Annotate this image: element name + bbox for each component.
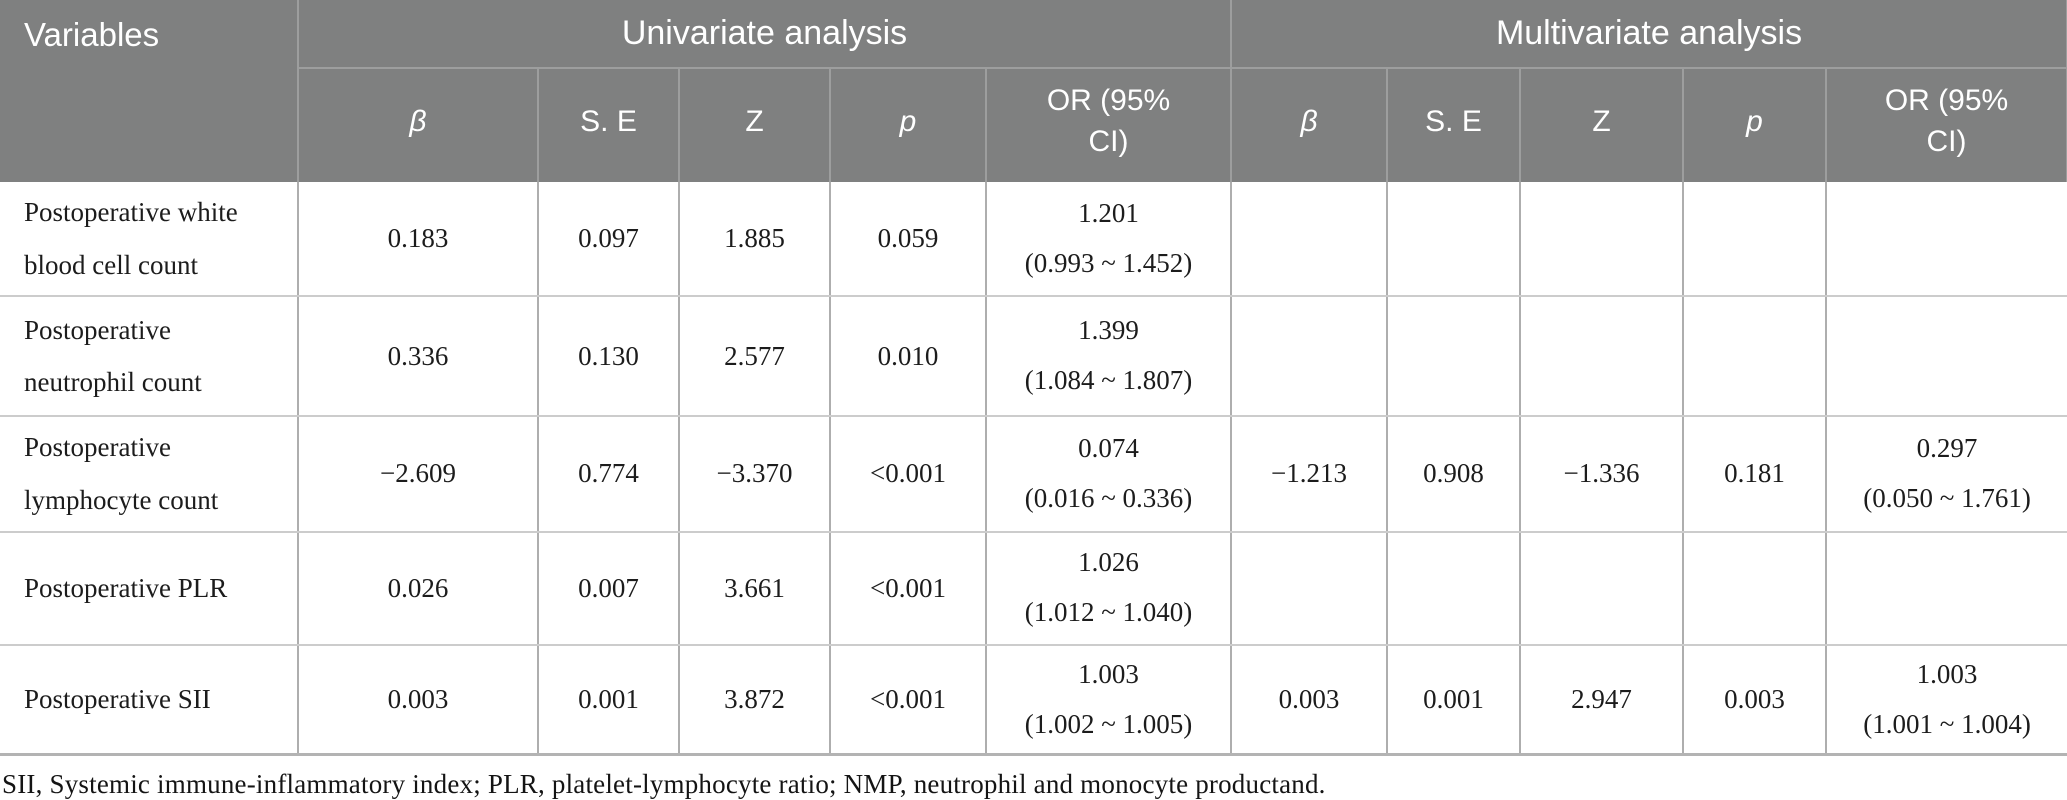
or-value: 1.201: [1078, 197, 1139, 228]
variable-name-cell: Postoperative neutrophil count: [0, 295, 299, 418]
multi-se-cell: 0.001: [1386, 643, 1522, 757]
multi-or-cell: 1.003 (1.001 ~ 1.004): [1825, 643, 2067, 757]
table-row: Postoperative lymphocyte count −2.609 0.…: [0, 415, 2067, 533]
table-row: Postoperative neutrophil count 0.336 0.1…: [0, 295, 2067, 418]
uni-z-cell: 3.872: [678, 643, 831, 757]
or-value: 0.074: [1078, 432, 1139, 463]
col-header-se-uni: S. E: [537, 68, 680, 182]
or-ci: (1.002 ~ 1.005): [1024, 708, 1193, 739]
col-header-p-uni: p: [829, 68, 987, 182]
multi-z-cell: 2.947: [1519, 643, 1685, 757]
table-row: Postoperative white blood cell count 0.1…: [0, 182, 2067, 298]
variables-column-header: Variables: [0, 0, 299, 182]
multi-se-cell: [1386, 295, 1522, 418]
col-header-p-multi: p: [1682, 68, 1828, 182]
or-ci: (1.001 ~ 1.004): [1863, 708, 2031, 739]
uni-or-cell: 1.026 (1.012 ~ 1.040): [984, 530, 1233, 646]
or-ci: (0.993 ~ 1.452): [1024, 247, 1193, 278]
table-row: Postoperative SII 0.003 0.001 3.872 <0.0…: [0, 643, 2067, 757]
multi-or-cell: 0.297 (0.050 ~ 1.761): [1825, 415, 2067, 533]
table-row: Postoperative PLR 0.026 0.007 3.661 <0.0…: [0, 530, 2067, 646]
multi-se-cell: 0.908: [1386, 415, 1522, 533]
multi-se-cell: [1386, 530, 1522, 646]
col-header-beta-multi: β: [1230, 68, 1389, 182]
variable-name-cell: Postoperative PLR: [0, 530, 299, 646]
multi-p-cell: 0.181: [1682, 415, 1828, 533]
col-header-or-multi: OR (95% CI): [1825, 68, 2067, 182]
multi-beta-cell: [1230, 295, 1389, 418]
uni-z-cell: 3.661: [678, 530, 831, 646]
uni-beta-cell: 0.183: [297, 182, 539, 298]
col-header-se-multi: S. E: [1386, 68, 1522, 182]
multi-or-cell: [1825, 530, 2067, 646]
or-value: 1.399: [1078, 315, 1139, 346]
uni-beta-cell: 0.026: [297, 530, 539, 646]
multi-z-cell: [1519, 530, 1685, 646]
multi-p-cell: [1682, 295, 1828, 418]
col-header-or-uni: OR (95% CI): [984, 68, 1233, 182]
multi-beta-cell: [1230, 530, 1389, 646]
multi-se-cell: [1386, 182, 1522, 298]
or-value: 1.003: [1078, 658, 1139, 689]
uni-beta-cell: −2.609: [297, 415, 539, 533]
multi-z-cell: −1.336: [1519, 415, 1685, 533]
multi-beta-cell: [1230, 182, 1389, 298]
or-ci: (0.016 ~ 0.336): [1024, 482, 1193, 513]
table-header: Variables Univariate analysis Multivaria…: [0, 0, 2067, 182]
uni-p-cell: <0.001: [829, 643, 987, 757]
multi-beta-cell: −1.213: [1230, 415, 1389, 533]
uni-se-cell: 0.774: [537, 415, 680, 533]
col-header-beta-uni: β: [297, 68, 539, 182]
multi-or-cell: [1825, 295, 2067, 418]
or-ci: (1.012 ~ 1.040): [1024, 597, 1193, 628]
group-header-univariate: Univariate analysis: [296, 0, 1233, 69]
or-value: 0.297: [1916, 432, 1978, 463]
multi-or-cell: [1825, 182, 2067, 298]
results-table: Variables Univariate analysis Multivaria…: [0, 0, 2067, 757]
col-header-z-multi: Z: [1519, 68, 1685, 182]
multi-z-cell: [1519, 182, 1685, 298]
variable-name-cell: Postoperative lymphocyte count: [0, 415, 299, 533]
variable-name-cell: Postoperative white blood cell count: [0, 182, 299, 298]
or-ci: (0.050 ~ 1.761): [1863, 482, 2031, 513]
or-ci: (1.084 ~ 1.807): [1024, 365, 1193, 396]
uni-p-cell: <0.001: [829, 530, 987, 646]
multi-z-cell: [1519, 295, 1685, 418]
uni-beta-cell: 0.336: [297, 295, 539, 418]
table-footnote: SII, Systemic immune-inflammatory index;…: [2, 769, 1326, 800]
multi-p-cell: [1682, 530, 1828, 646]
uni-or-cell: 1.399 (1.084 ~ 1.807): [984, 295, 1233, 418]
or-value: 1.026: [1078, 547, 1139, 578]
variable-name-cell: Postoperative SII: [0, 643, 299, 757]
uni-z-cell: 1.885: [678, 182, 831, 298]
uni-se-cell: 0.097: [537, 182, 680, 298]
multi-p-cell: 0.003: [1682, 643, 1828, 757]
uni-se-cell: 0.007: [537, 530, 680, 646]
uni-p-cell: 0.059: [829, 182, 987, 298]
uni-p-cell: <0.001: [829, 415, 987, 533]
uni-z-cell: 2.577: [678, 295, 831, 418]
group-header-row: Variables Univariate analysis Multivaria…: [0, 0, 2067, 182]
uni-or-cell: 0.074 (0.016 ~ 0.336): [984, 415, 1233, 533]
uni-se-cell: 0.001: [537, 643, 680, 757]
uni-p-cell: 0.010: [829, 295, 987, 418]
multi-beta-cell: 0.003: [1230, 643, 1389, 757]
col-header-z-uni: Z: [678, 68, 831, 182]
or-header-label: OR (95% CI): [1884, 84, 2009, 158]
uni-or-cell: 1.201 (0.993 ~ 1.452): [984, 182, 1233, 298]
or-header-label: OR (95% CI): [1046, 84, 1171, 158]
table-body: Postoperative white blood cell count 0.1…: [0, 182, 2067, 757]
uni-z-cell: −3.370: [678, 415, 831, 533]
group-header-multivariate: Multivariate analysis: [1230, 0, 2067, 69]
multi-p-cell: [1682, 182, 1828, 298]
uni-beta-cell: 0.003: [297, 643, 539, 757]
uni-se-cell: 0.130: [537, 295, 680, 418]
uni-or-cell: 1.003 (1.002 ~ 1.005): [984, 643, 1233, 757]
or-value: 1.003: [1916, 658, 1978, 689]
sub-header-row: β S. E Z p OR (95% CI) β S. E Z p OR (95…: [0, 68, 2067, 182]
